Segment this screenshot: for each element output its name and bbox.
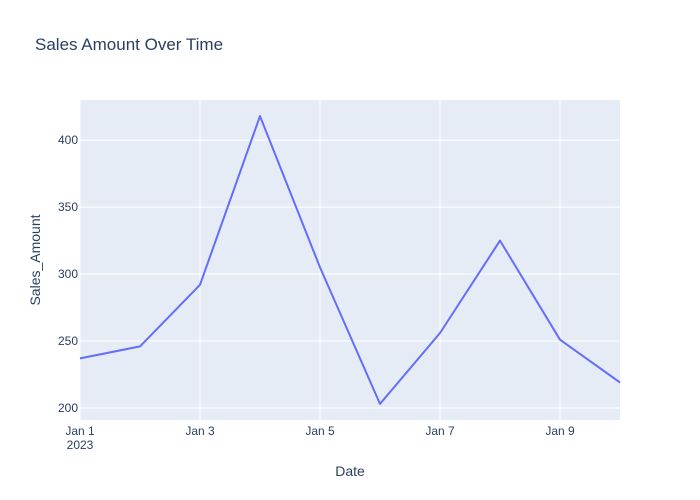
y-axis-ticks: 200 250 300 350 400: [58, 133, 78, 415]
x-tick-label: Jan 5: [305, 424, 335, 438]
x-axis-title: Date: [335, 463, 365, 479]
x-tick-label: Jan 7: [425, 424, 455, 438]
y-tick-label: 200: [58, 401, 78, 415]
chart-title: Sales Amount Over Time: [35, 35, 223, 54]
y-tick-label: 350: [58, 200, 78, 214]
gridlines: [79, 100, 620, 420]
series-line: [79, 115, 621, 405]
x-tick-label: Jan 3: [185, 424, 215, 438]
x-tick-label: Jan 1: [65, 424, 95, 438]
x-tick-sublabel: 2023: [67, 438, 94, 452]
y-tick-label: 400: [58, 133, 78, 147]
plot-area: [80, 100, 620, 420]
series-layer: [79, 115, 621, 405]
y-axis-title: Sales_Amount: [27, 214, 43, 305]
y-tick-label: 250: [58, 334, 78, 348]
x-tick-label: Jan 9: [545, 424, 575, 438]
y-tick-label: 300: [58, 267, 78, 281]
